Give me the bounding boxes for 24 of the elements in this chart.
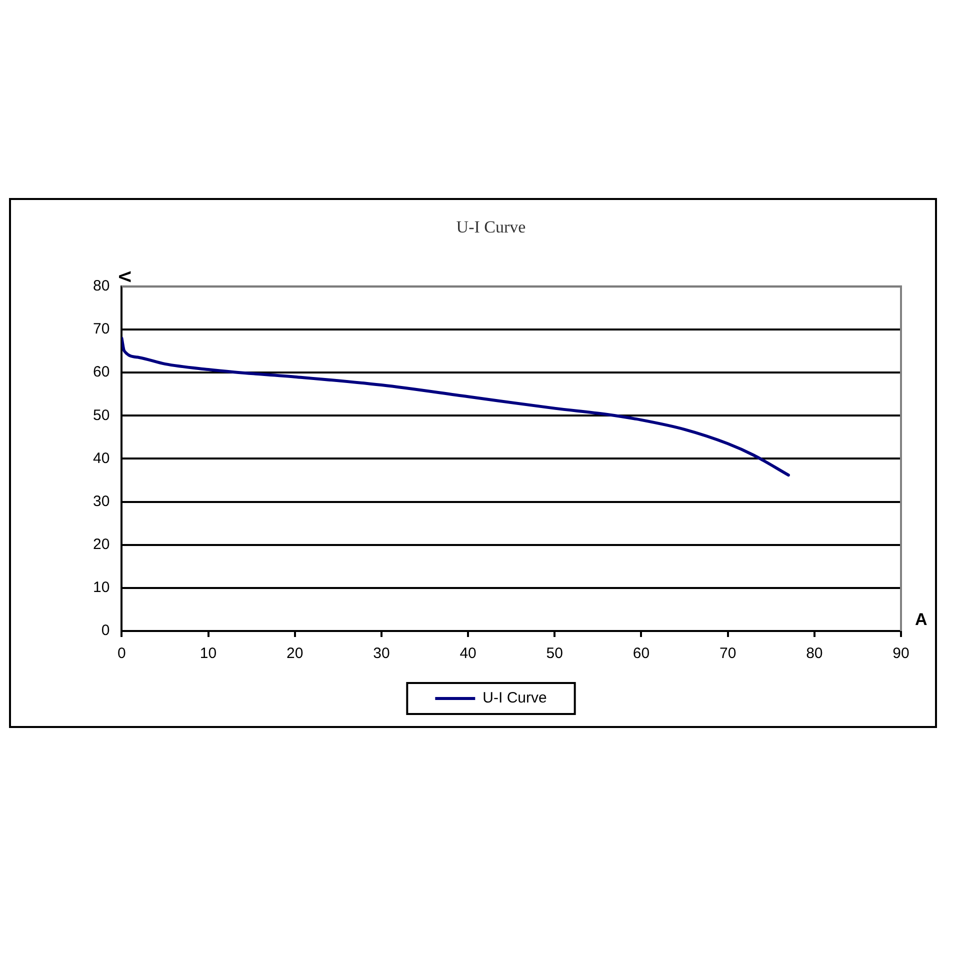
x-tick-label: 50 <box>546 645 563 662</box>
y-tick-label: 10 <box>92 579 110 596</box>
y-tick-label: 40 <box>92 450 110 467</box>
x-axis-title: A <box>915 610 928 630</box>
y-tick-label: 60 <box>92 364 110 381</box>
y-axis-title: V <box>114 271 134 284</box>
y-tick-label: 20 <box>92 536 110 553</box>
y-tick-label: 70 <box>92 320 110 338</box>
legend-label: U-I Curve <box>482 690 547 707</box>
x-tick-label: 40 <box>460 645 476 662</box>
x-tick-label: 70 <box>719 645 736 662</box>
y-tick-label: 50 <box>92 406 110 424</box>
x-tick-label: 10 <box>200 645 217 662</box>
y-tick-label: 0 <box>101 622 110 640</box>
chart-title: U-I Curve <box>456 218 526 237</box>
x-tick-label: 60 <box>632 645 650 662</box>
y-tick-label: 30 <box>92 492 110 510</box>
x-tick-label: 90 <box>892 645 910 662</box>
x-tick-label: 80 <box>806 645 823 662</box>
line-series <box>122 336 790 477</box>
x-tick-label: 20 <box>286 645 304 662</box>
y-tick-label: 80 <box>92 278 110 295</box>
x-tick-label: 30 <box>373 645 390 662</box>
x-tick-label: 0 <box>118 645 126 662</box>
